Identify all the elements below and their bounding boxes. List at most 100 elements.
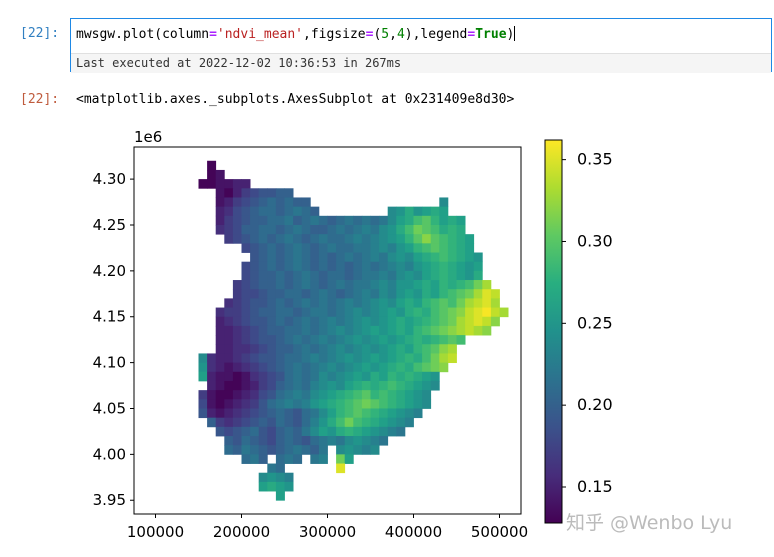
ndvi-cell	[353, 270, 363, 281]
axis-ticks: 100000 200000 300000 400000 500000 3.95 4.00 4.…	[93, 170, 529, 541]
ndvi-cell	[293, 243, 303, 253]
ndvi-cell	[439, 353, 449, 364]
ndvi-cell	[404, 261, 414, 272]
x-tick-label: 500000	[471, 523, 528, 541]
ndvi-cell	[387, 380, 397, 391]
colorbar-tick-label: 0.35	[577, 150, 613, 169]
ndvi-cell	[275, 371, 285, 382]
ndvi-cell	[215, 179, 225, 189]
ndvi-cell	[207, 399, 217, 409]
ndvi-cell	[379, 234, 389, 244]
ndvi-cell	[207, 353, 217, 364]
ndvi-cell	[370, 307, 380, 318]
ndvi-cell	[275, 261, 285, 272]
ndvi-cell	[336, 399, 346, 409]
ndvi-cell	[310, 206, 320, 217]
y-tick-label: 4.15	[93, 308, 126, 326]
y-tick-label: 4.10	[93, 354, 126, 372]
ndvi-cell	[258, 371, 268, 382]
code-cell-editor[interactable]: mwsgw.plot(column='ndvi_mean',figsize=(5…	[70, 18, 772, 73]
ndvi-cell	[456, 335, 466, 345]
ndvi-cell	[232, 188, 242, 198]
ndvi-cell	[275, 325, 285, 336]
ndvi-cell	[224, 344, 234, 354]
ndvi-cell	[387, 408, 397, 419]
ndvi-cell	[275, 298, 285, 308]
ndvi-cell	[413, 243, 423, 253]
ndvi-cell	[413, 252, 423, 263]
ndvi-cell	[370, 261, 380, 272]
ndvi-cell	[215, 215, 225, 226]
ndvi-cell	[379, 335, 389, 345]
ndvi-cell	[430, 270, 440, 281]
ndvi-cell	[361, 316, 371, 327]
ndvi-cell	[370, 224, 380, 235]
ndvi-cell	[413, 408, 423, 419]
ndvi-cell	[327, 390, 337, 400]
ndvi-cell	[413, 234, 423, 244]
ndvi-cell	[353, 307, 363, 318]
ndvi-cell	[318, 234, 328, 244]
ndvi-cell	[396, 289, 406, 299]
ndvi-cell	[232, 353, 242, 364]
code-line[interactable]: mwsgw.plot(column='ndvi_mean',figsize=(5…	[76, 26, 516, 43]
ndvi-cell	[387, 280, 397, 290]
ndvi-cell	[439, 298, 449, 308]
ndvi-cell	[250, 408, 260, 419]
ndvi-cell	[198, 362, 208, 373]
ndvi-cell	[396, 261, 406, 272]
ndvi-cell	[344, 371, 354, 382]
ndvi-cell	[284, 224, 294, 235]
ndvi-cell	[370, 408, 380, 419]
ndvi-cell	[318, 445, 328, 455]
code-token: legend	[420, 27, 468, 42]
ndvi-cell	[447, 280, 457, 290]
ndvi-cell	[250, 426, 260, 437]
ndvi-cell	[250, 243, 260, 253]
ndvi-cell	[473, 289, 483, 299]
ndvi-cell	[310, 215, 320, 226]
ndvi-cell	[361, 399, 371, 409]
ndvi-cell	[439, 261, 449, 272]
ndvi-cell	[215, 335, 225, 345]
ndvi-cell	[310, 316, 320, 327]
ndvi-cell	[439, 234, 449, 244]
ndvi-cell	[310, 289, 320, 299]
ndvi-cell	[465, 243, 475, 253]
ndvi-cell	[336, 316, 346, 327]
ndvi-cell	[387, 298, 397, 308]
ndvi-cell	[379, 261, 389, 272]
ndvi-cell	[353, 335, 363, 345]
ndvi-cell	[447, 316, 457, 327]
ndvi-cell	[379, 344, 389, 354]
ndvi-cell	[430, 316, 440, 327]
ndvi-cell	[301, 371, 311, 382]
ndvi-cell	[250, 215, 260, 226]
ndvi-cell	[422, 289, 432, 299]
ndvi-cell	[336, 445, 346, 455]
ndvi-cell	[284, 316, 294, 327]
ndvi-cell	[353, 399, 363, 409]
ndvi-cell	[258, 280, 268, 290]
ndvi-cell	[456, 234, 466, 244]
ndvi-cell	[267, 362, 277, 373]
ndvi-cell	[482, 298, 492, 308]
ndvi-cell	[379, 316, 389, 327]
ndvi-cell	[207, 362, 217, 373]
ndvi-cell	[258, 224, 268, 235]
ndvi-cell	[396, 316, 406, 327]
colorbar-tick-label: 0.25	[577, 313, 613, 332]
ndvi-cell	[310, 362, 320, 373]
ndvi-cell	[353, 344, 363, 354]
ndvi-cell	[336, 224, 346, 235]
ndvi-cell	[250, 362, 260, 373]
ndvi-cell	[284, 325, 294, 336]
ndvi-cell	[267, 270, 277, 281]
ndvi-cell	[258, 289, 268, 299]
ndvi-cell	[387, 353, 397, 364]
ndvi-cell	[232, 215, 242, 226]
ndvi-cell	[301, 380, 311, 391]
ndvi-cell	[396, 298, 406, 308]
ndvi-cell	[413, 371, 423, 382]
ndvi-cell	[456, 280, 466, 290]
